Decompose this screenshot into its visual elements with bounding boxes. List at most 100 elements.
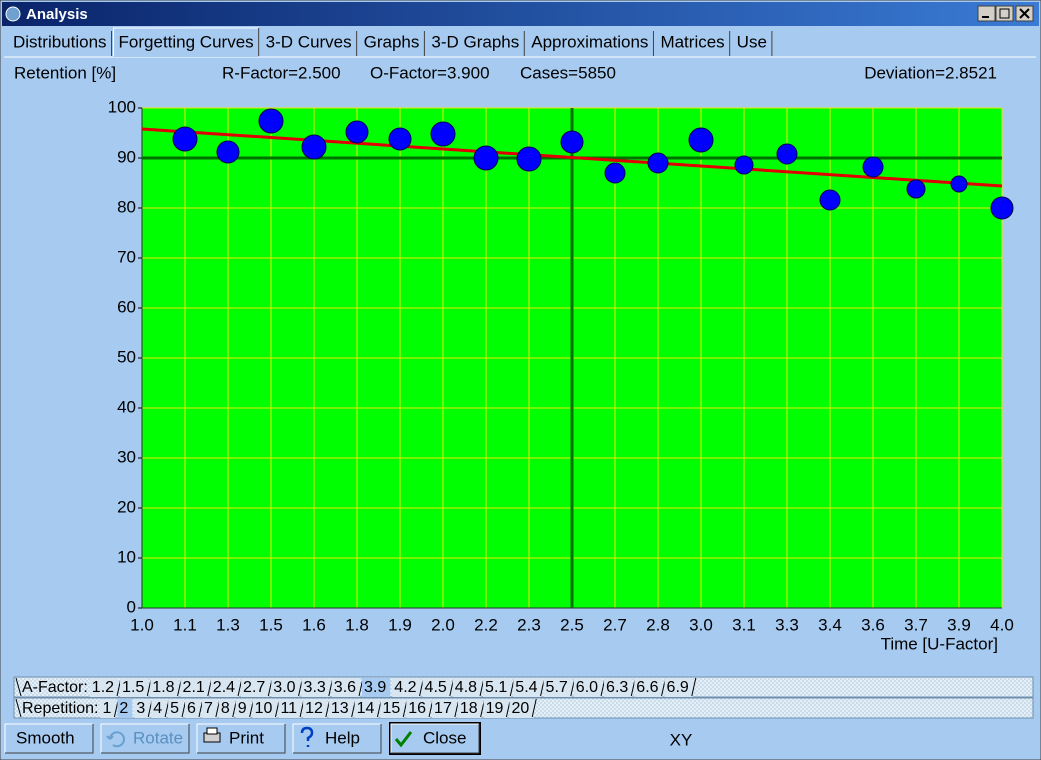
- row-tab[interactable]: 13: [331, 700, 349, 717]
- row-tab[interactable]: 1.8: [152, 679, 174, 696]
- row-tab[interactable]: 2.1: [183, 679, 205, 696]
- tab-label: 3-D Graphs: [431, 32, 519, 51]
- row-tab-face: [483, 678, 512, 697]
- tab-face: [8, 31, 112, 56]
- row-tab[interactable]: 5.1: [485, 679, 507, 696]
- window-controls: [977, 5, 1034, 22]
- row-tab[interactable]: 1: [103, 700, 112, 717]
- tab[interactable]: 3-D Curves: [260, 31, 358, 56]
- row-tab[interactable]: 7: [204, 700, 213, 717]
- tab[interactable]: Graphs: [358, 31, 425, 56]
- row-tab[interactable]: 14: [357, 700, 375, 717]
- row-tab[interactable]: 19: [486, 700, 504, 717]
- tab-face: [526, 31, 654, 56]
- row-tab[interactable]: 4.2: [394, 679, 416, 696]
- row-tab[interactable]: 12: [305, 700, 323, 717]
- button-bevel: [5, 724, 94, 754]
- row-tab-face: [331, 678, 361, 697]
- data-point: [172, 126, 198, 152]
- row-tab[interactable]: 4.8: [455, 679, 477, 696]
- row-tab[interactable]: 5.4: [515, 679, 537, 696]
- tab[interactable]: Matrices: [655, 31, 731, 56]
- close-glyph: [1019, 8, 1030, 19]
- row-tab-face: [271, 678, 300, 697]
- row-tab[interactable]: 20: [511, 700, 529, 717]
- row-tab[interactable]: 4.5: [425, 679, 447, 696]
- row-tab[interactable]: 3.9: [364, 679, 386, 696]
- row-tab-face: [241, 678, 270, 697]
- row-tab[interactable]: 3.6: [334, 679, 356, 696]
- row-tab[interactable]: 6.0: [576, 679, 598, 696]
- data-point: [906, 179, 926, 199]
- button-bevel: [196, 723, 285, 753]
- row-tab[interactable]: 9: [238, 700, 247, 717]
- row-tab[interactable]: 3: [136, 700, 145, 717]
- row-tab-face: [573, 678, 603, 697]
- row-tab[interactable]: 3.3: [304, 679, 326, 696]
- row-tab[interactable]: 11: [280, 700, 297, 717]
- button[interactable]: Smooth: [4, 723, 94, 754]
- button-bevel: [100, 723, 189, 753]
- data-point: [216, 140, 240, 164]
- minimize-button[interactable]: [977, 5, 996, 22]
- data-point: [862, 156, 884, 178]
- button-label: Rotate: [133, 728, 183, 747]
- button[interactable]: Print: [196, 723, 286, 754]
- maximize-button[interactable]: [995, 5, 1014, 22]
- row-tab-face: [604, 678, 633, 697]
- row-tab-face: [452, 678, 482, 697]
- row-tab-face: [664, 678, 693, 697]
- button-label: Print: [229, 728, 264, 747]
- tab-border: [113, 27, 259, 56]
- row-tab[interactable]: 6.9: [667, 679, 689, 696]
- row-tab[interactable]: 6.3: [606, 679, 628, 696]
- row-tab[interactable]: 8: [221, 700, 230, 717]
- tab[interactable]: Use: [731, 31, 773, 56]
- data-point: [345, 120, 369, 144]
- tab-label: Approximations: [531, 32, 648, 51]
- button[interactable]: Close: [389, 722, 481, 755]
- row-tab[interactable]: 15: [382, 700, 400, 717]
- row-tab[interactable]: 17: [434, 700, 452, 717]
- data-point: [950, 175, 968, 193]
- data-point: [301, 134, 327, 160]
- selected-row-tab: [117, 699, 133, 718]
- row-tab[interactable]: 5.7: [546, 679, 568, 696]
- button[interactable]: Help: [292, 723, 382, 754]
- button-bevel: [197, 724, 286, 754]
- row-tab-face: [354, 699, 379, 718]
- x-tick-label: 2.8: [646, 615, 670, 634]
- row-tab[interactable]: 3.0: [273, 679, 295, 696]
- button: Rotate: [100, 723, 190, 754]
- row-tab[interactable]: 6: [187, 700, 196, 717]
- y-tick-label: 10: [117, 547, 136, 566]
- x-tick-label: 3.6: [861, 615, 885, 634]
- row-tab-face: [303, 699, 327, 718]
- r-factor: R-Factor=2.500: [222, 63, 341, 82]
- row-tab[interactable]: 18: [460, 700, 478, 717]
- row-tab[interactable]: 1.5: [122, 679, 144, 696]
- row-tab[interactable]: 2.7: [243, 679, 265, 696]
- button-label: Smooth: [16, 728, 75, 747]
- cases: Cases=5850: [520, 63, 616, 82]
- row-tab[interactable]: 6.6: [636, 679, 658, 696]
- tab[interactable]: Distributions: [8, 31, 113, 56]
- row-tab[interactable]: 2.4: [213, 679, 235, 696]
- row-tab-face: [210, 678, 240, 697]
- button-bevel: [292, 723, 381, 753]
- tab[interactable]: Approximations: [526, 31, 654, 56]
- row-tab[interactable]: 5: [170, 700, 179, 717]
- button-bevel: [101, 724, 190, 754]
- tab-label: Graphs: [364, 32, 420, 51]
- data-point: [990, 196, 1014, 220]
- selected-row-tab: [362, 678, 391, 697]
- row-tab[interactable]: 16: [408, 700, 426, 717]
- maximize-glyph: [999, 8, 1010, 19]
- row-tab[interactable]: 10: [255, 700, 273, 717]
- tab[interactable]: 3-D Graphs: [426, 31, 525, 56]
- tab[interactable]: Forgetting Curves: [113, 27, 260, 57]
- row-tab[interactable]: 4: [153, 700, 162, 717]
- o-factor: O-Factor=3.900: [370, 63, 490, 82]
- row-tab[interactable]: 1.2: [92, 679, 114, 696]
- row-tab[interactable]: 2: [119, 700, 128, 717]
